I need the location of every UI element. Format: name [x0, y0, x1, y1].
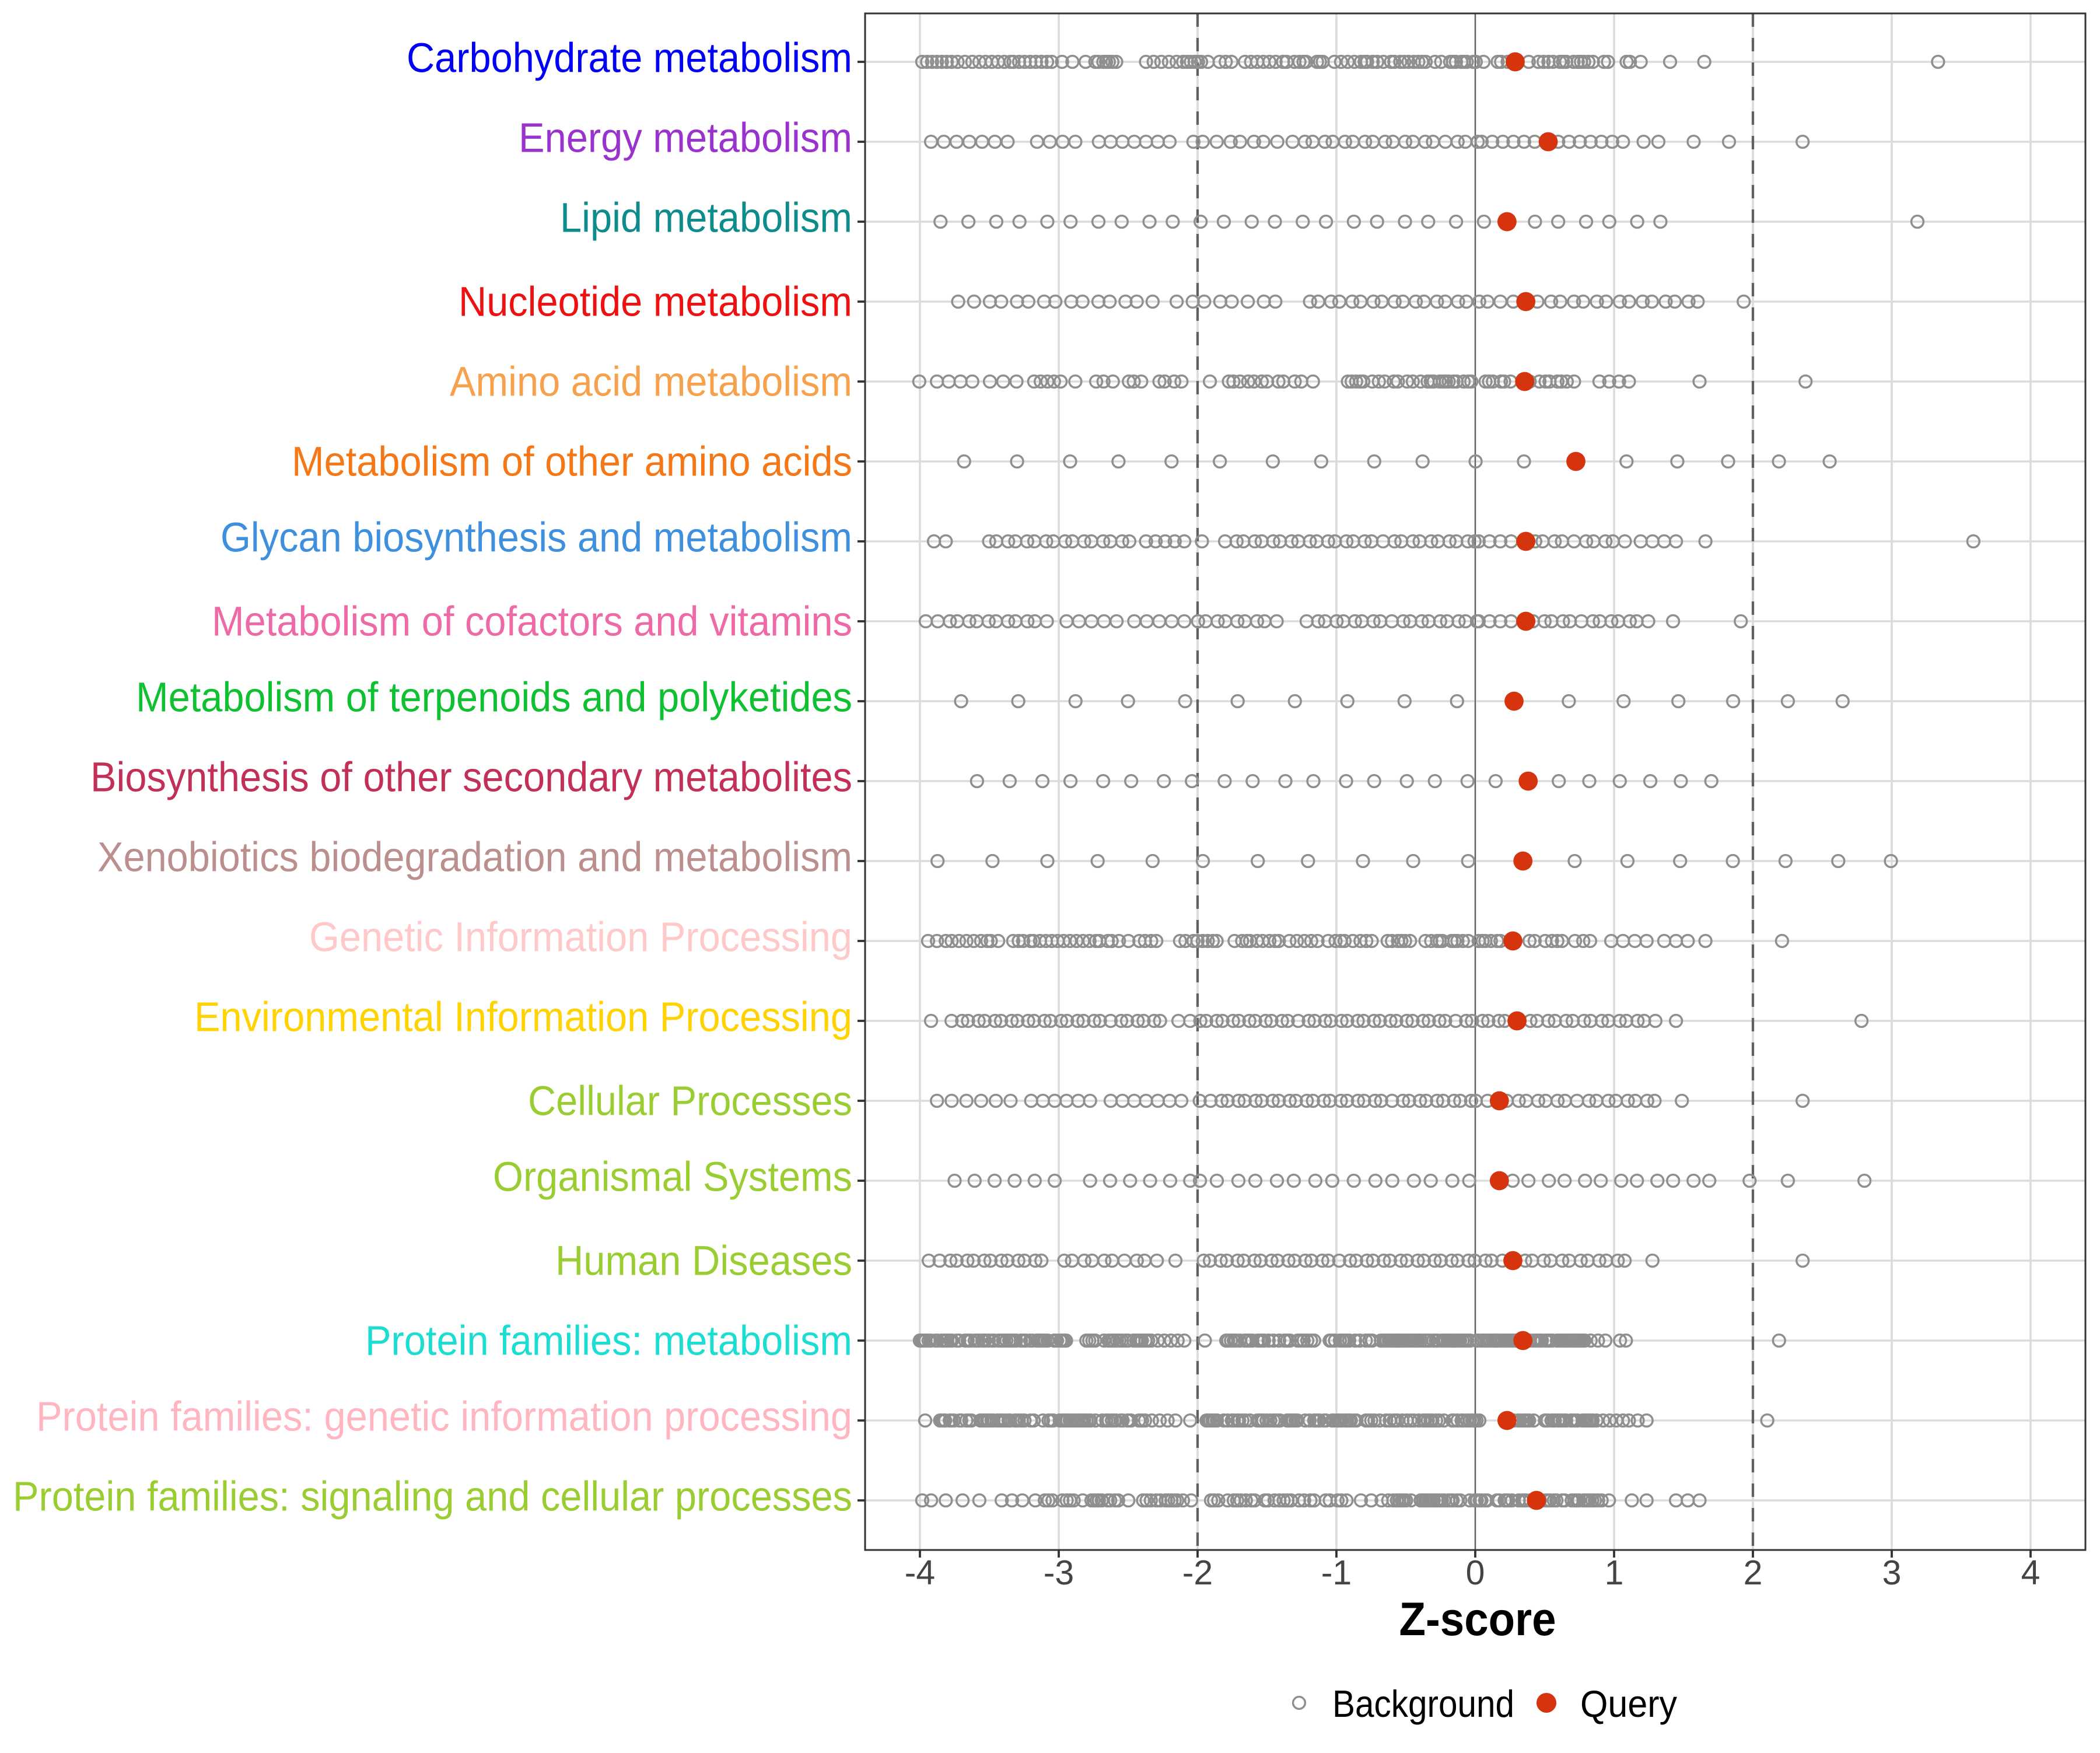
svg-text:Nucleotide metabolism: Nucleotide metabolism — [459, 279, 852, 325]
svg-text:Glycan biosynthesis and metabo: Glycan biosynthesis and metabolism — [220, 515, 852, 561]
svg-text:Lipid metabolism: Lipid metabolism — [560, 195, 852, 241]
svg-text:Amino acid metabolism: Amino acid metabolism — [450, 359, 852, 405]
svg-text:3: 3 — [1882, 1553, 1902, 1592]
svg-text:Biosynthesis of other secondar: Biosynthesis of other secondary metaboli… — [90, 754, 852, 800]
svg-text:-1: -1 — [1321, 1553, 1352, 1592]
svg-text:Protein families: metabolism: Protein families: metabolism — [365, 1318, 852, 1364]
svg-text:Carbohydrate metabolism: Carbohydrate metabolism — [407, 35, 852, 81]
svg-text:-2: -2 — [1182, 1553, 1213, 1592]
svg-text:Cellular Processes: Cellular Processes — [528, 1078, 852, 1124]
svg-text:Protein families: genetic info: Protein families: genetic information pr… — [36, 1394, 852, 1440]
svg-text:2: 2 — [1744, 1553, 1763, 1592]
svg-text:Environmental Information Proc: Environmental Information Processing — [194, 994, 852, 1040]
svg-text:Metabolism of cofactors and vi: Metabolism of cofactors and vitamins — [212, 599, 852, 645]
svg-text:Protein families: signaling an: Protein families: signaling and cellular… — [13, 1474, 852, 1520]
svg-text:4: 4 — [2021, 1553, 2041, 1592]
svg-text:Z-score: Z-score — [1399, 1593, 1556, 1646]
svg-text:Metabolism of other amino acid: Metabolism of other amino acids — [292, 439, 852, 485]
svg-text:0: 0 — [1466, 1553, 1485, 1592]
svg-text:-3: -3 — [1044, 1553, 1074, 1592]
svg-text:Organismal Systems: Organismal Systems — [493, 1154, 852, 1200]
svg-text:Metabolism of terpenoids and p: Metabolism of terpenoids and polyketides — [136, 674, 852, 720]
svg-text:Xenobiotics biodegradation and: Xenobiotics biodegradation and metabolis… — [97, 834, 852, 880]
svg-text:Human Diseases: Human Diseases — [555, 1238, 852, 1284]
svg-text:Query: Query — [1580, 1682, 1677, 1725]
svg-text:Genetic Information Processing: Genetic Information Processing — [309, 914, 852, 960]
svg-text:Background: Background — [1332, 1682, 1514, 1725]
svg-text:1: 1 — [1605, 1553, 1624, 1592]
svg-text:-4: -4 — [905, 1553, 935, 1592]
svg-text:Energy metabolism: Energy metabolism — [519, 115, 852, 161]
